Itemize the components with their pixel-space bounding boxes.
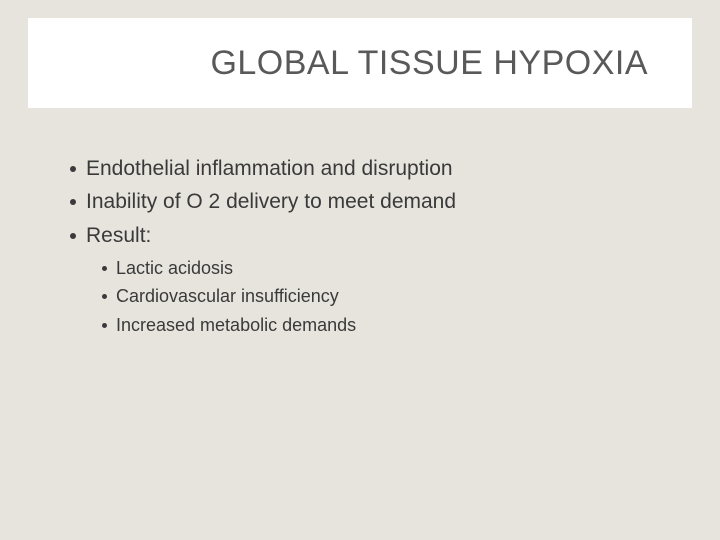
bullet-text: Inability of O 2 delivery to meet demand bbox=[86, 187, 456, 216]
bullet-icon bbox=[102, 323, 107, 328]
sub-bullet-list: Lactic acidosis Cardiovascular insuffici… bbox=[102, 256, 670, 338]
sub-bullet-text: Increased metabolic demands bbox=[116, 313, 356, 338]
bullet-item: Result: bbox=[70, 221, 670, 250]
sub-bullet-item: Increased metabolic demands bbox=[102, 313, 670, 338]
bullet-icon bbox=[102, 294, 107, 299]
bullet-icon bbox=[70, 166, 76, 172]
content-area: Endothelial inflammation and disruption … bbox=[70, 154, 670, 341]
bullet-item: Endothelial inflammation and disruption bbox=[70, 154, 670, 183]
slide-title: GLOBAL TISSUE HYPOXIA bbox=[210, 44, 648, 83]
sub-bullet-text: Cardiovascular insufficiency bbox=[116, 284, 339, 309]
sub-bullet-item: Lactic acidosis bbox=[102, 256, 670, 281]
bullet-item: Inability of O 2 delivery to meet demand bbox=[70, 187, 670, 216]
title-container: GLOBAL TISSUE HYPOXIA bbox=[28, 18, 692, 108]
bullet-icon bbox=[70, 233, 76, 239]
bullet-text: Endothelial inflammation and disruption bbox=[86, 154, 453, 183]
bullet-icon bbox=[70, 199, 76, 205]
bullet-text: Result: bbox=[86, 221, 151, 250]
bullet-icon bbox=[102, 266, 107, 271]
sub-bullet-item: Cardiovascular insufficiency bbox=[102, 284, 670, 309]
sub-bullet-text: Lactic acidosis bbox=[116, 256, 233, 281]
